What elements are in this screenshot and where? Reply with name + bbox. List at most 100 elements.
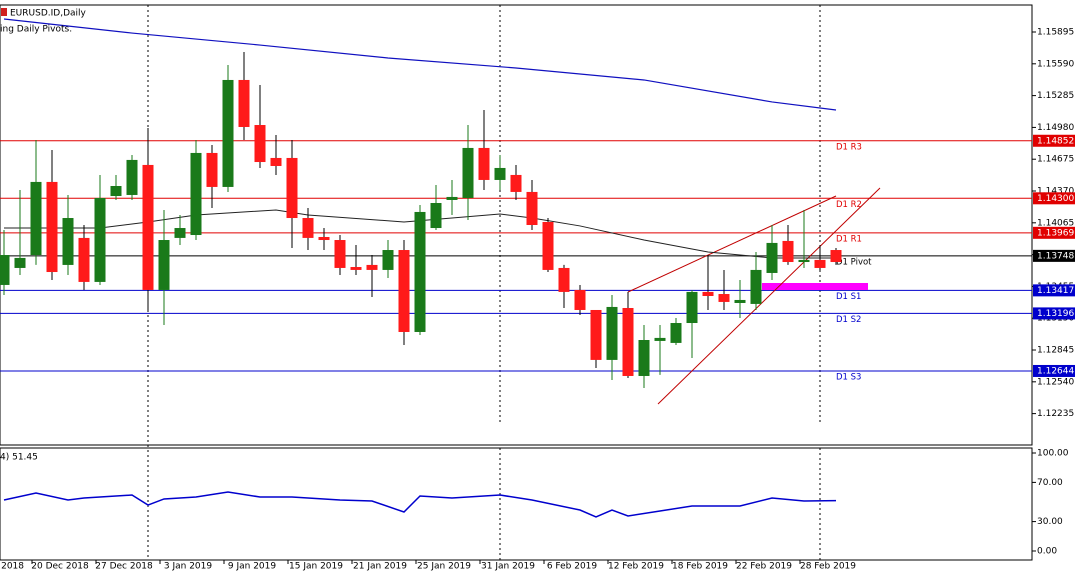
level-badge [1033,307,1075,320]
candle-body [638,340,650,376]
candle-body [174,228,186,238]
indicator-panel [0,447,1033,561]
candle-body [670,323,682,343]
candle-body [14,257,26,268]
level-name: D1 Pivot [836,257,872,267]
level-label: 1.13748 [1037,251,1074,261]
main-panel [0,4,1033,446]
candle-body [46,181,58,273]
wedge [627,187,881,405]
candle-body [702,291,714,297]
candle-body [430,203,442,229]
candle-body [766,242,778,273]
candle-body [734,299,746,303]
level-name: D1 R3 [836,142,862,152]
candle-body [318,236,330,241]
indicator-name: ing Daily Pivots. [0,25,72,35]
level-label: 1.14300 [1037,194,1074,204]
indicator-label: 4) 51.45 [0,453,38,463]
x-tick-label: 6 Feb 2019 [547,562,598,572]
level-badge [1033,284,1075,297]
level-label: 1.13417 [1037,286,1074,296]
candle-body [542,221,554,270]
candle-body [334,240,346,268]
moving-average [3,18,837,111]
candle-body [558,267,570,292]
candle-body [414,211,426,332]
candle-body [718,294,730,302]
level-name: D1 R2 [836,200,862,210]
candle-body [606,306,618,360]
candle-body [366,264,378,270]
y-tick-label: 1.15590 [1037,59,1074,69]
candle-body [78,237,90,282]
level-label: 1.14852 [1037,136,1074,146]
y-tick-label: 1.14065 [1037,218,1074,228]
candle-body [830,250,842,263]
level-name: D1 S1 [836,292,861,302]
candle-body [686,291,698,324]
candle-body [494,167,506,180]
candle-body [110,186,122,197]
indicator-line [3,491,837,518]
candle-body [782,240,794,263]
x-tick-label: 2018 [1,562,24,572]
period-separators [147,5,821,560]
x-tick-label: 15 Jan 2019 [289,562,343,572]
level-name: D1 S2 [836,315,861,325]
x-tick-label: 3 Jan 2019 [164,562,212,572]
level-label: 1.13196 [1037,309,1074,319]
candle-body [238,79,250,127]
candle-body [30,181,42,256]
y-tick-label: 1.14370 [1037,187,1074,197]
level-label: 1.12644 [1037,366,1074,376]
level-name: D1 S3 [836,372,861,382]
x-tick-label: 18 Feb 2019 [672,562,728,572]
y-tick-label: 1.14675 [1037,155,1074,165]
candle-body [462,147,474,198]
candle-body [302,218,314,238]
price-axis: 1.15895 1.15590 1.15285 1.14980 1.14675 1.143… [1032,28,1075,419]
y-tick-label: 1.12845 [1037,346,1074,356]
candle-body [350,267,362,270]
y-tick-label: 1.15285 [1037,91,1074,101]
trend-line [657,187,881,405]
x-tick-label: 28 Feb 2019 [800,562,856,572]
level-badge [1033,134,1075,147]
x-tick-label: 25 Jan 2019 [417,562,471,572]
candle-body [382,250,394,270]
candle-body [446,196,458,200]
candle-body [142,164,154,290]
candle-body [126,159,138,195]
y-tick-label: 1.12235 [1037,409,1074,419]
candles [0,52,842,388]
candle-body [478,147,490,180]
y-tick-label: 0.00 [1037,546,1057,556]
candle-body [270,157,282,166]
y-tick-label: 100.00 [1037,448,1069,458]
symbol-icon [1,8,7,16]
candle-body [222,79,234,187]
y-tick-label: 1.14980 [1037,123,1074,133]
candle-body [190,152,202,236]
candle-body [798,259,810,263]
candle-body [286,157,298,219]
trend-line [627,195,837,293]
candle-body [398,250,410,332]
x-tick-label: 31 Jan 2019 [481,562,535,572]
level-name: D1 R1 [836,234,862,244]
x-tick-label: 21 Jan 2019 [353,562,407,572]
y-tick-label: 70.00 [1037,478,1063,488]
level-badge [1033,192,1075,205]
x-tick-label: 22 Feb 2019 [736,562,792,572]
candle-body [526,191,538,225]
candle-body [622,307,634,376]
level-badge [1033,226,1075,239]
x-tick-label: 27 Dec 2018 [95,562,153,572]
candle-body [654,337,666,341]
candle-body [590,309,602,360]
candle-body [158,240,170,290]
candle-body [62,218,74,265]
x-tick-label: 20 Dec 2018 [31,562,89,572]
level-badge [1033,249,1075,262]
